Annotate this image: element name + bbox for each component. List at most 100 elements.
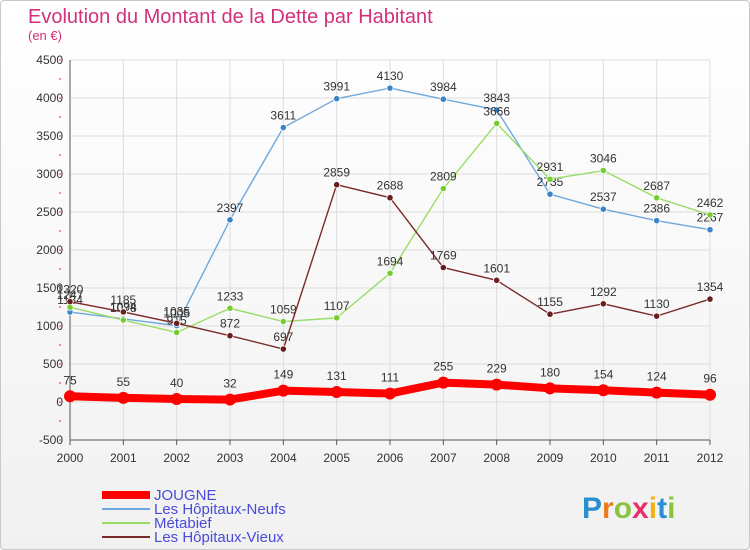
data-point (119, 308, 127, 316)
data-point (279, 317, 287, 326)
data-label: 2809 (430, 170, 457, 184)
y-tick-label: 500 (43, 357, 63, 371)
data-point (437, 376, 450, 389)
data-label: 131 (327, 369, 347, 383)
data-label: 3991 (323, 80, 350, 94)
data-label: 1059 (270, 303, 297, 317)
proxiti-logo: Proxiti (582, 492, 675, 525)
data-point (386, 269, 394, 277)
x-tick-label: 2000 (57, 451, 84, 465)
data-label: 1247 (57, 288, 84, 302)
x-tick-label: 2002 (163, 451, 190, 465)
data-point (333, 181, 341, 189)
logo-letter: x (632, 492, 649, 525)
data-point (653, 194, 661, 202)
data-point (706, 211, 714, 219)
data-point (226, 216, 234, 224)
legend-label: Les Hôpitaux-Neufs (154, 501, 286, 518)
data-point (439, 263, 447, 272)
data-point (224, 393, 236, 406)
y-tick-label: 2500 (36, 205, 63, 219)
data-label: 3046 (590, 152, 617, 166)
data-label: 229 (487, 362, 507, 376)
data-label: 1320 (57, 283, 84, 297)
data-label: 2462 (697, 196, 724, 210)
data-point (653, 217, 661, 225)
data-point (64, 390, 76, 403)
data-point (173, 319, 181, 327)
data-label: 1233 (217, 289, 244, 303)
data-point (599, 300, 607, 308)
data-label: 1035 (163, 304, 190, 318)
data-point (226, 332, 234, 340)
data-point (439, 184, 447, 193)
data-label: 32 (223, 377, 237, 391)
data-label: 2397 (217, 201, 244, 215)
data-label: 40 (170, 376, 184, 390)
x-tick-label: 2008 (483, 451, 510, 465)
y-tick-label: -500 (39, 433, 63, 447)
data-point (546, 175, 554, 183)
data-label: 96 (703, 372, 717, 386)
data-point (439, 95, 447, 103)
data-label: 2688 (377, 179, 404, 193)
data-point (170, 392, 183, 405)
data-point (706, 226, 714, 234)
data-label: 697 (273, 330, 293, 344)
data-point (117, 391, 130, 404)
x-tick-label: 2003 (217, 451, 244, 465)
data-label: 4130 (377, 69, 404, 83)
data-label: 1354 (697, 280, 724, 294)
y-tick-label: 4500 (36, 53, 63, 67)
x-tick-label: 2006 (377, 451, 404, 465)
axes: -500050010001500200025003000350040004500… (36, 53, 723, 465)
data-point (706, 295, 714, 303)
y-tick-label: 1000 (36, 319, 63, 333)
data-point (546, 190, 554, 198)
x-tick-label: 2005 (323, 451, 350, 465)
data-point (386, 194, 394, 202)
data-point (493, 276, 501, 284)
chart-title: Evolution du Montant de la Dette par Hab… (28, 6, 433, 28)
data-label: 3843 (483, 91, 510, 105)
data-label: 124 (647, 370, 667, 384)
data-point (277, 384, 290, 397)
data-label: 3984 (430, 80, 457, 94)
data-point (490, 378, 503, 391)
data-label: 2687 (643, 179, 670, 193)
data-label: 2537 (590, 190, 617, 204)
data-point (333, 314, 341, 322)
data-point (704, 388, 716, 401)
data-point (599, 205, 607, 213)
data-label: 1107 (324, 299, 350, 313)
legend-label: JOUGNE (154, 487, 217, 504)
data-point (333, 95, 341, 103)
y-tick-label: 4000 (36, 91, 63, 105)
data-point (653, 312, 661, 320)
data-point (493, 119, 501, 127)
data-point (599, 166, 607, 175)
logo-letter: i (649, 492, 657, 525)
legend-label: Métabief (154, 515, 212, 532)
data-label: 2859 (323, 166, 350, 180)
data-point (330, 386, 343, 399)
data-point (279, 123, 287, 132)
data-point (173, 328, 181, 337)
y-tick-label: 2000 (36, 243, 63, 257)
data-point (226, 304, 234, 312)
data-label: 1155 (537, 295, 563, 309)
data-label: 1601 (483, 261, 510, 275)
x-tick-label: 2010 (590, 451, 617, 465)
y-tick-label: 3000 (36, 167, 63, 181)
data-label: 255 (433, 360, 453, 374)
x-tick-label: 2004 (270, 451, 297, 465)
data-label: 1769 (430, 249, 457, 263)
data-label: 2931 (537, 160, 564, 174)
data-point (650, 386, 663, 399)
data-point (544, 382, 556, 395)
data-label: 1292 (590, 285, 617, 299)
data-point (493, 106, 501, 114)
data-label: 154 (593, 367, 613, 381)
